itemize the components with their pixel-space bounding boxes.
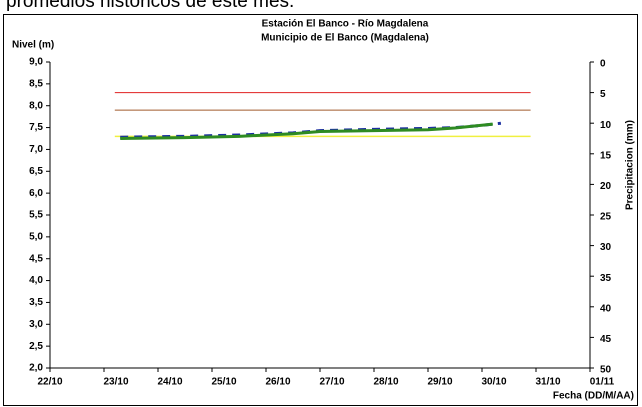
x-tick-label: 26/10 [265, 377, 290, 388]
y-tick-label: 5,5 [29, 210, 43, 221]
y-tick-label: 6,0 [29, 188, 43, 199]
y2-tick-label: 25 [600, 212, 612, 223]
x-tick-label: 25/10 [211, 377, 236, 388]
x-axis-label: Fecha (DD/M/AA) [553, 391, 634, 402]
y2-tick-label: 50 [600, 365, 612, 376]
caption: promedios históricos de este mes. [6, 0, 294, 12]
y-axis-label: Nivel (m) [12, 40, 54, 51]
y2-axis-label: Precipitacion (mm) [625, 120, 636, 210]
chart-title: Estación El Banco - Río Magdalena [262, 19, 429, 30]
y-tick-label: 6,5 [29, 166, 43, 177]
y-tick-label: 7,5 [29, 122, 43, 133]
y2-tick-label: 35 [600, 273, 612, 284]
y2-tick-label: 30 [600, 242, 612, 253]
x-tick-label: 01/11 [590, 377, 615, 388]
y2-tick-label: 0 [600, 59, 606, 70]
y-tick-label: 9,0 [29, 57, 43, 68]
y2-tick-label: 15 [600, 150, 612, 161]
x-tick-label: 27/10 [319, 377, 344, 388]
y-tick-label: 3,0 [29, 319, 43, 330]
x-tick-label: 23/10 [103, 377, 128, 388]
y-tick-label: 8,5 [29, 78, 43, 89]
x-tick-label: 30/10 [481, 377, 506, 388]
chart-subtitle: Municipio de El Banco (Magdalena) [261, 33, 429, 44]
x-tick-label: 29/10 [427, 377, 452, 388]
y-tick-label: 4,0 [29, 275, 43, 286]
x-tick-label: 31/10 [535, 377, 560, 388]
x-tick-label: 28/10 [373, 377, 398, 388]
series-line [120, 122, 493, 140]
y2-tick-label: 20 [600, 181, 612, 192]
y-tick-label: 2,5 [29, 341, 43, 352]
x-tick-label: 24/10 [157, 377, 182, 388]
y2-tick-label: 40 [600, 303, 612, 314]
y-tick-label: 2,0 [29, 363, 43, 374]
y2-tick-label: 5 [600, 89, 606, 100]
y-tick-label: 7,0 [29, 144, 43, 155]
y-tick-label: 8,0 [29, 100, 43, 111]
y-tick-label: 4,5 [29, 253, 43, 264]
y-tick-label: 3,5 [29, 297, 43, 308]
y2-tick-label: 10 [600, 120, 612, 131]
y-tick-label: 5,0 [29, 231, 43, 242]
y2-tick-label: 45 [600, 334, 612, 345]
chart-frame [3, 14, 638, 406]
x-tick-label: 22/10 [37, 377, 62, 388]
